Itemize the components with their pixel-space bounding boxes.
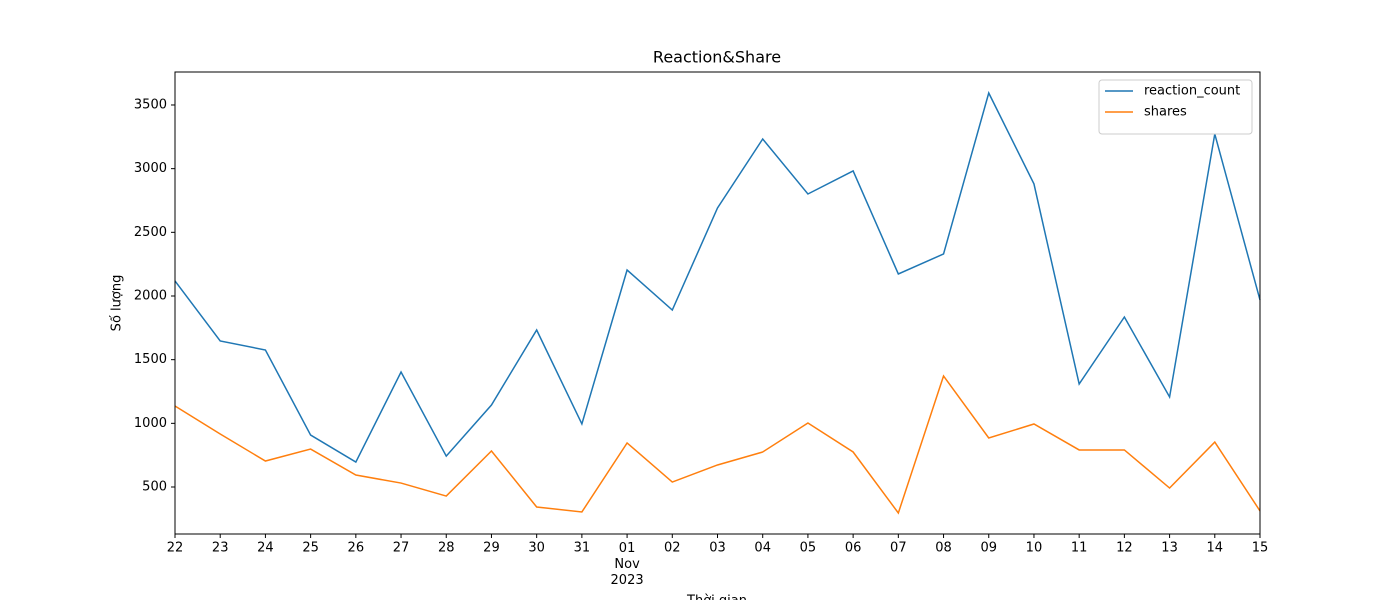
y-tick-label: 3000 [134, 161, 167, 176]
x-tick-label: 27 [393, 541, 410, 556]
x-tick-label: 28 [438, 541, 455, 556]
y-tick-label: 1000 [134, 416, 167, 431]
x-tick-label: 05 [800, 541, 817, 556]
x-tick-label: 09 [980, 541, 997, 556]
x-axis-label: Thời gian [686, 594, 747, 600]
x-tick-label: 26 [348, 541, 365, 556]
x-tick-label: 23 [212, 541, 229, 556]
y-axis-label: Số lượng [110, 275, 125, 332]
plot-frame [174, 71, 1261, 535]
y-tick-label: 3500 [134, 97, 167, 112]
x-tick-label: 11 [1071, 541, 1088, 556]
x-tick-label: 01 Nov 2023 [611, 541, 644, 588]
legend-label: shares [1144, 105, 1187, 120]
y-tick-label: 2500 [134, 225, 167, 240]
x-tick-label: 31 [574, 541, 591, 556]
legend-label: reaction_count [1144, 84, 1240, 99]
series-line [174, 90, 1261, 464]
x-tick-label: 02 [664, 541, 681, 556]
x-tick-label: 13 [1161, 541, 1178, 556]
x-tick-label: 29 [483, 541, 500, 556]
x-tick-label: 03 [709, 541, 726, 556]
x-tick-label: 10 [1026, 541, 1043, 556]
series-line [174, 374, 1261, 515]
y-tick-label: 1500 [134, 352, 167, 367]
x-tick-label: 30 [528, 541, 545, 556]
x-tick-label: 25 [302, 541, 319, 556]
x-tick-label: 06 [845, 541, 862, 556]
x-tick-label: 14 [1207, 541, 1224, 556]
x-tick-label: 08 [935, 541, 952, 556]
y-tick-label: 2000 [134, 288, 167, 303]
x-tick-label: 15 [1252, 541, 1269, 556]
x-tick-label: 04 [754, 541, 771, 556]
x-tick-label: 22 [167, 541, 184, 556]
y-tick-label: 500 [142, 480, 167, 495]
legend-box [1098, 79, 1253, 135]
x-tick-label: 07 [890, 541, 907, 556]
x-tick-label: 12 [1116, 541, 1133, 556]
chart-title: Reaction&Share [653, 48, 781, 67]
x-tick-label: 24 [257, 541, 274, 556]
